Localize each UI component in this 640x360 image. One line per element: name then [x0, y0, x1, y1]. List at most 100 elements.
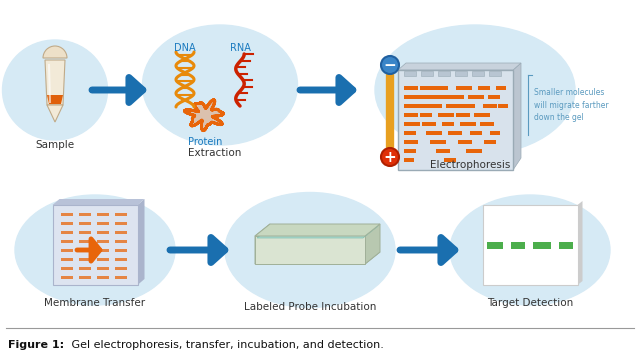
Polygon shape — [255, 236, 365, 264]
FancyBboxPatch shape — [472, 71, 484, 76]
FancyBboxPatch shape — [115, 257, 127, 261]
FancyBboxPatch shape — [426, 131, 442, 135]
FancyBboxPatch shape — [404, 122, 420, 126]
FancyBboxPatch shape — [404, 104, 416, 108]
FancyBboxPatch shape — [455, 71, 467, 76]
FancyBboxPatch shape — [97, 239, 109, 243]
FancyBboxPatch shape — [97, 275, 109, 279]
Text: Gel electrophoresis, transfer, incubation, and detection.: Gel electrophoresis, transfer, incubatio… — [68, 340, 384, 350]
FancyBboxPatch shape — [61, 239, 72, 243]
FancyBboxPatch shape — [468, 95, 484, 99]
Circle shape — [381, 148, 399, 166]
FancyBboxPatch shape — [422, 122, 436, 126]
FancyBboxPatch shape — [483, 104, 497, 108]
FancyBboxPatch shape — [404, 71, 416, 76]
FancyBboxPatch shape — [456, 86, 472, 90]
FancyBboxPatch shape — [97, 266, 109, 270]
Text: Figure 1:: Figure 1: — [8, 340, 64, 350]
FancyBboxPatch shape — [61, 230, 72, 234]
Text: Labeled Probe Incubation: Labeled Probe Incubation — [244, 302, 376, 312]
FancyBboxPatch shape — [490, 131, 500, 135]
Text: Sample: Sample — [35, 140, 75, 150]
Wedge shape — [43, 46, 67, 58]
FancyBboxPatch shape — [470, 131, 482, 135]
FancyBboxPatch shape — [115, 248, 127, 252]
FancyBboxPatch shape — [483, 205, 577, 285]
FancyBboxPatch shape — [97, 257, 109, 261]
FancyBboxPatch shape — [404, 149, 416, 153]
Text: Extraction: Extraction — [188, 148, 242, 158]
FancyBboxPatch shape — [115, 230, 127, 234]
FancyBboxPatch shape — [438, 113, 454, 117]
Ellipse shape — [225, 193, 395, 307]
FancyBboxPatch shape — [404, 140, 418, 144]
Ellipse shape — [3, 40, 108, 140]
FancyBboxPatch shape — [421, 71, 433, 76]
FancyBboxPatch shape — [438, 71, 450, 76]
FancyBboxPatch shape — [115, 221, 127, 225]
FancyBboxPatch shape — [97, 248, 109, 252]
FancyBboxPatch shape — [420, 113, 432, 117]
Polygon shape — [577, 201, 582, 285]
FancyBboxPatch shape — [79, 239, 90, 243]
FancyBboxPatch shape — [115, 239, 127, 243]
Polygon shape — [398, 63, 521, 70]
FancyBboxPatch shape — [79, 230, 90, 234]
FancyBboxPatch shape — [404, 131, 416, 135]
FancyBboxPatch shape — [97, 221, 109, 225]
Polygon shape — [257, 226, 378, 238]
Polygon shape — [45, 60, 65, 105]
FancyBboxPatch shape — [456, 113, 470, 117]
FancyBboxPatch shape — [61, 221, 72, 225]
Ellipse shape — [375, 25, 575, 155]
Text: −: − — [383, 58, 396, 72]
FancyBboxPatch shape — [61, 248, 72, 252]
Polygon shape — [365, 224, 380, 264]
Polygon shape — [47, 95, 63, 104]
FancyBboxPatch shape — [79, 212, 90, 216]
FancyBboxPatch shape — [450, 95, 464, 99]
FancyBboxPatch shape — [418, 95, 432, 99]
FancyBboxPatch shape — [61, 257, 72, 261]
Polygon shape — [52, 199, 145, 205]
Circle shape — [381, 56, 399, 74]
Polygon shape — [184, 100, 223, 131]
Ellipse shape — [450, 195, 610, 305]
FancyBboxPatch shape — [496, 86, 506, 90]
FancyBboxPatch shape — [458, 140, 472, 144]
FancyBboxPatch shape — [498, 104, 508, 108]
FancyBboxPatch shape — [436, 149, 450, 153]
Text: DNA: DNA — [174, 43, 196, 53]
FancyBboxPatch shape — [460, 122, 476, 126]
Text: Smaller molecules
will migrate farther
down the gel: Smaller molecules will migrate farther d… — [534, 88, 609, 122]
FancyBboxPatch shape — [52, 205, 138, 285]
FancyBboxPatch shape — [404, 113, 418, 117]
FancyBboxPatch shape — [511, 242, 525, 249]
Polygon shape — [255, 224, 380, 236]
FancyBboxPatch shape — [404, 158, 414, 162]
FancyBboxPatch shape — [61, 212, 72, 216]
FancyBboxPatch shape — [420, 86, 438, 90]
FancyBboxPatch shape — [489, 71, 501, 76]
Text: Electrophoresis: Electrophoresis — [430, 160, 510, 170]
FancyBboxPatch shape — [484, 140, 496, 144]
FancyBboxPatch shape — [487, 242, 503, 249]
FancyBboxPatch shape — [428, 104, 442, 108]
FancyBboxPatch shape — [478, 86, 490, 90]
FancyBboxPatch shape — [488, 95, 500, 99]
FancyBboxPatch shape — [436, 86, 448, 90]
Polygon shape — [47, 105, 63, 122]
Text: Protein: Protein — [188, 137, 222, 147]
FancyBboxPatch shape — [61, 275, 72, 279]
FancyBboxPatch shape — [448, 131, 462, 135]
FancyBboxPatch shape — [442, 122, 454, 126]
FancyBboxPatch shape — [404, 86, 418, 90]
FancyBboxPatch shape — [432, 95, 450, 99]
Text: Target Detection: Target Detection — [487, 298, 573, 308]
FancyBboxPatch shape — [474, 113, 490, 117]
Polygon shape — [138, 199, 145, 285]
Text: +: + — [383, 149, 396, 165]
FancyBboxPatch shape — [79, 275, 90, 279]
FancyBboxPatch shape — [115, 266, 127, 270]
FancyBboxPatch shape — [115, 275, 127, 279]
